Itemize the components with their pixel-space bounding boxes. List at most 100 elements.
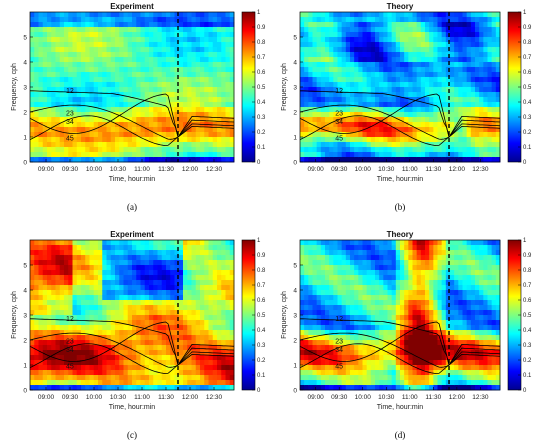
heatmap-cell [217,270,222,276]
heatmap-cell [366,72,372,78]
heatmap-cell [106,32,112,38]
heatmap-cell [153,142,158,148]
mode-curve-34 [29,321,235,366]
heatmap-cell [208,37,214,43]
heatmap-cell [400,72,405,78]
heatmap-cell [178,12,184,18]
heatmap-cell [102,385,107,391]
heatmap-cell [383,42,388,48]
heatmap-cell [76,255,82,261]
heatmap-cell [157,325,163,331]
heatmap-cell [136,270,141,276]
heatmap-cell [217,255,222,261]
heatmap-cell [325,355,330,361]
heatmap-cell [183,117,188,123]
heatmap-cell [454,157,459,163]
heatmap-cell [47,62,52,68]
heatmap-cell [217,250,222,256]
heatmap-cell [325,52,330,58]
heatmap-cell [170,22,175,28]
heatmap-cell [491,67,497,73]
heatmap-cell [337,270,343,276]
heatmap-cell [362,37,368,43]
heatmap-cell [483,97,488,103]
heatmap-cell [140,280,146,286]
heatmap-cell [329,255,334,261]
heatmap-cell [59,112,65,118]
heatmap-cell [333,350,338,356]
heatmap-cell [329,157,334,163]
heatmap-cell [408,52,413,58]
heatmap-cell [333,147,338,153]
heatmap-cell [466,47,472,53]
heatmap-cell [300,370,305,376]
heatmap-cell [195,112,201,118]
heatmap-cell [68,375,73,381]
heatmap-cell [64,157,69,163]
heatmap-cell [400,117,405,123]
heatmap-cell [98,107,103,113]
heatmap-cell [166,325,171,331]
heatmap-cell [47,77,52,83]
heatmap-cell [30,157,35,163]
heatmap-cell [362,82,368,88]
heatmap-cell [115,265,120,271]
heatmap-cell [149,260,154,266]
heatmap-cell [144,380,150,386]
heatmap-cell [370,17,376,23]
heatmap-cell [98,335,103,341]
heatmap-cell [337,72,343,78]
heatmap-cell [300,82,305,88]
heatmap-cell [354,127,359,133]
heatmap-cell [81,77,86,83]
heatmap-cell [81,142,86,148]
heatmap-cell [308,275,313,281]
heatmap-cell [445,67,451,73]
heatmap-cell [191,32,197,38]
heatmap-cell [350,152,355,158]
heatmap-cell [59,285,65,291]
heatmap-cell [433,152,438,158]
heatmap-cell [404,17,409,23]
heatmap-cell [89,137,95,143]
heatmap-cell [462,52,468,58]
heatmap-cell [81,275,86,281]
heatmap-cell [350,290,355,296]
heatmap-cell [395,112,401,118]
heatmap-cell [350,97,355,103]
heatmap-cell [161,137,167,143]
heatmap-cell [68,255,73,261]
heatmap-cell [495,62,501,68]
heatmap-cell [350,260,355,266]
heatmap-cell [466,152,472,158]
heatmap-cell [153,157,158,163]
heatmap-cell [51,335,56,341]
heatmap-cell [195,152,201,158]
heatmap-cell [491,117,497,123]
heatmap-cell [110,240,116,246]
heatmap-cell [106,265,112,271]
heatmap-cell [358,360,363,366]
heatmap-cell [470,12,476,18]
heatmap-cell [195,72,201,78]
heatmap-cell [119,255,124,261]
heatmap-cell [325,285,330,291]
heatmap-cell [408,12,413,18]
heatmap-cell [174,340,180,346]
heatmap-cell [200,325,205,331]
heatmap-cell [93,137,99,143]
heatmap-cell [429,27,434,33]
heatmap-cell [387,107,393,113]
heatmap-cell [161,380,167,386]
heatmap-cell [123,365,129,371]
heatmap-cell [178,315,184,321]
heatmap-cell [187,152,192,158]
heatmap-cell [34,142,39,148]
heatmap-cell [304,57,309,63]
heatmap-cell [304,340,309,346]
heatmap-cell [42,112,48,118]
heatmap-cell [127,42,133,48]
heatmap-cell [358,295,363,301]
heatmap-cell [362,152,368,158]
heatmap-cell [38,127,44,133]
